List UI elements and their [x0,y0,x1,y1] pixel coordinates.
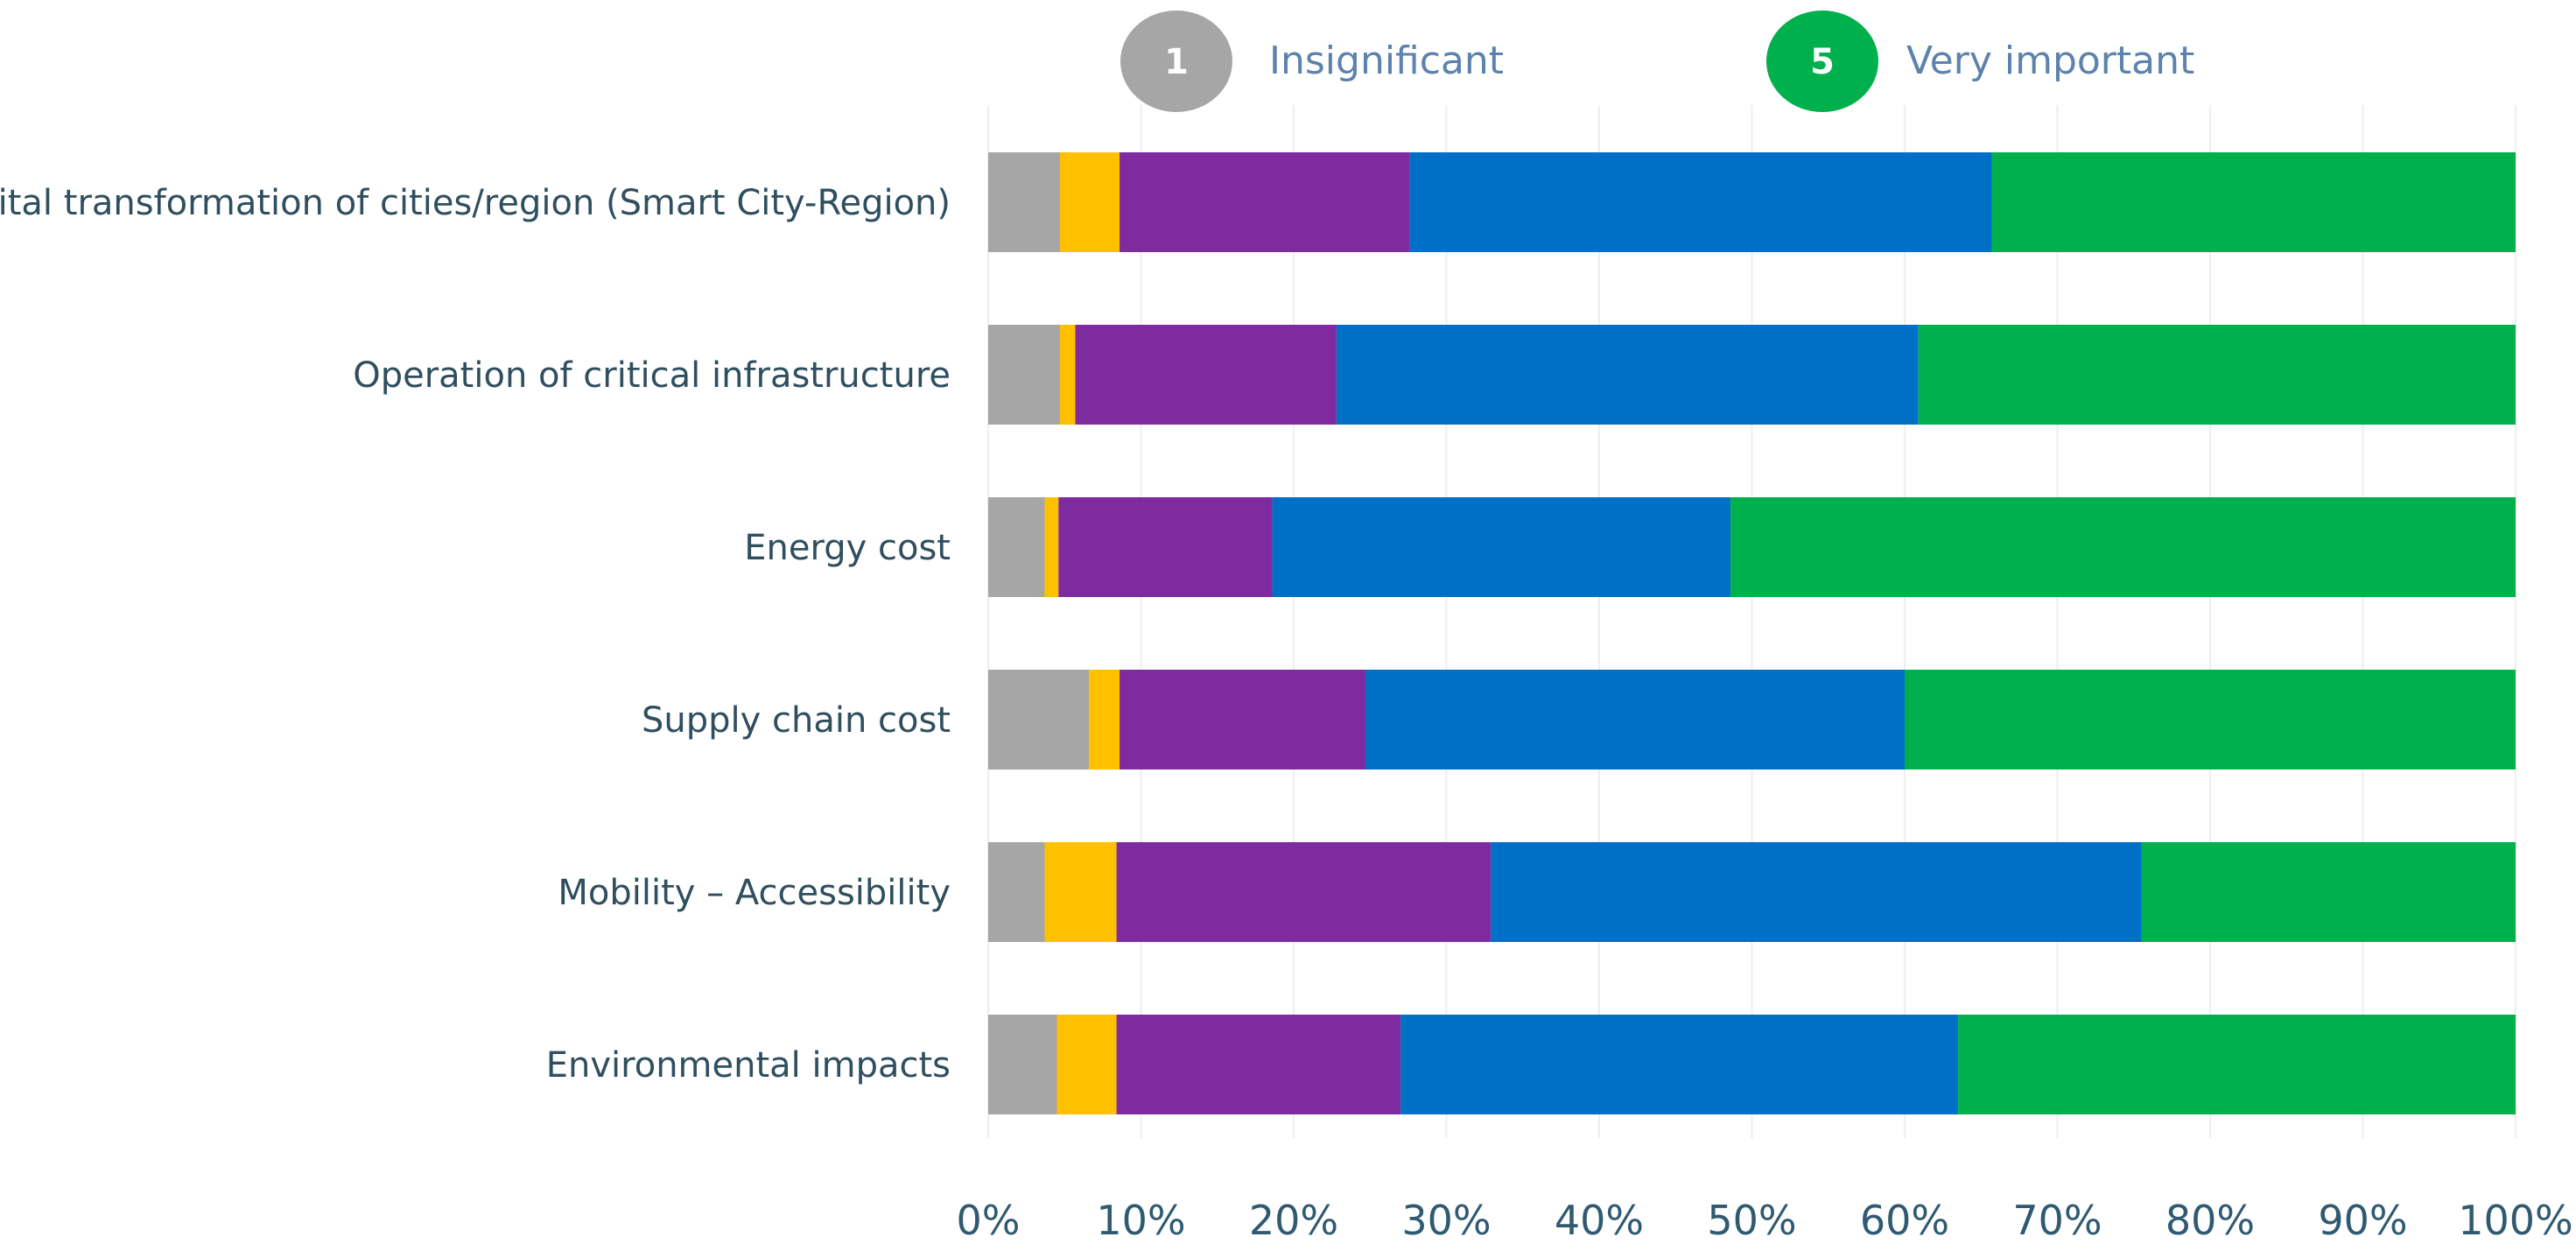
bar-segment-supply-chain-cost-rating-5 [1905,670,2516,770]
category-label-supply-chain-cost: Supply chain cost [642,700,951,741]
x-tick-label-30: 30% [1401,1197,1491,1244]
bar-segment-energy-cost-rating-4 [1272,497,1731,597]
bar-segment-mobility-accessibility-rating-2 [1044,842,1117,942]
x-tick-label-90: 90% [2318,1197,2407,1244]
bar-segment-environmental-impacts-rating-4 [1400,1015,1959,1114]
legend-number-5: 5 [1810,42,1835,82]
bar-segment-supply-chain-cost-rating-2 [1089,670,1120,770]
bar-group-environmental-impacts [988,1015,2516,1114]
bar-segment-digital-transformation-of-cities-region-smart-city-region-rating-5 [1991,152,2516,252]
bars [988,152,2516,1114]
bar-segment-supply-chain-cost-rating-3 [1120,670,1366,770]
category-label-mobility-accessibility: Mobility – Accessibility [558,873,951,913]
bar-group-energy-cost [988,497,2516,597]
bar-segment-operation-of-critical-infrastructure-rating-2 [1060,325,1076,425]
gridlines [987,105,2516,1138]
category-label-energy-cost: Energy cost [744,528,951,568]
bar-segment-digital-transformation-of-cities-region-smart-city-region-rating-4 [1409,152,1992,252]
x-tick-label-50: 50% [1707,1197,1796,1244]
bar-segment-environmental-impacts-rating-3 [1116,1015,1401,1114]
bar-group-operation-of-critical-infrastructure [988,325,2516,425]
x-tick-label-80: 80% [2165,1197,2255,1244]
x-tick-label-10: 10% [1096,1197,1185,1244]
bar-segment-digital-transformation-of-cities-region-smart-city-region-rating-3 [1120,152,1410,252]
bar-segment-mobility-accessibility-rating-1 [988,842,1045,942]
category-label-environmental-impacts: Environmental impacts [546,1045,951,1086]
legend-item-insignificant: 1 Insignificant [1120,11,1504,112]
x-tick-label-60: 60% [1860,1197,1949,1244]
x-axis-ticks: 0% 10% 20% 30% 40% 50% 60% 70% 80% 90% 100% [957,1197,2573,1244]
bar-segment-mobility-accessibility-rating-5 [2141,842,2516,942]
x-tick-label-0: 0% [957,1197,1021,1244]
bar-segment-energy-cost-rating-5 [1730,497,2516,597]
bar-segment-environmental-impacts-rating-1 [988,1015,1057,1114]
x-tick-label-20: 20% [1249,1197,1338,1244]
legend-marker-5 [1766,11,1878,112]
legend-marker-1 [1120,11,1232,112]
category-label-operation-of-critical-infrastructure: Operation of critical infrastructure [353,355,951,396]
legend: 1 Insignificant 5 Very important [1120,11,2194,112]
bar-group-mobility-accessibility [988,842,2516,942]
legend-number-1: 1 [1164,42,1189,82]
bar-segment-supply-chain-cost-rating-4 [1365,670,1905,770]
bar-segment-operation-of-critical-infrastructure-rating-4 [1336,325,1919,425]
bar-segment-energy-cost-rating-1 [988,497,1045,597]
bar-segment-operation-of-critical-infrastructure-rating-5 [1918,325,2516,425]
bar-segment-operation-of-critical-infrastructure-rating-1 [988,325,1061,425]
bar-group-digital-transformation-of-cities-region-smart-city-region [988,152,2516,252]
bar-segment-mobility-accessibility-rating-4 [1491,842,2142,942]
bar-segment-energy-cost-rating-2 [1044,497,1059,597]
x-tick-label-40: 40% [1555,1197,1644,1244]
bar-segment-digital-transformation-of-cities-region-smart-city-region-rating-1 [988,152,1061,252]
x-tick-label-70: 70% [2012,1197,2102,1244]
bar-segment-environmental-impacts-rating-5 [1958,1015,2516,1114]
bar-group-supply-chain-cost [988,670,2516,770]
legend-item-very-important: 5 Very important [1766,11,2194,112]
x-tick-label-100: 100% [2458,1197,2573,1244]
bar-segment-energy-cost-rating-3 [1058,497,1273,597]
category-labels: Digital transformation of cities/region … [0,183,951,1086]
category-label-digital-transformation-of-cities-region-smart-city-region: Digital transformation of cities/region … [0,183,951,223]
bar-segment-operation-of-critical-infrastructure-rating-3 [1075,325,1337,425]
bar-segment-supply-chain-cost-rating-1 [988,670,1090,770]
bar-segment-digital-transformation-of-cities-region-smart-city-region-rating-2 [1060,152,1120,252]
bar-segment-environmental-impacts-rating-2 [1056,1015,1117,1114]
bar-segment-mobility-accessibility-rating-3 [1116,842,1492,942]
legend-label-insignificant: Insignificant [1269,39,1504,83]
legend-label-very-important: Very important [1906,39,2194,83]
